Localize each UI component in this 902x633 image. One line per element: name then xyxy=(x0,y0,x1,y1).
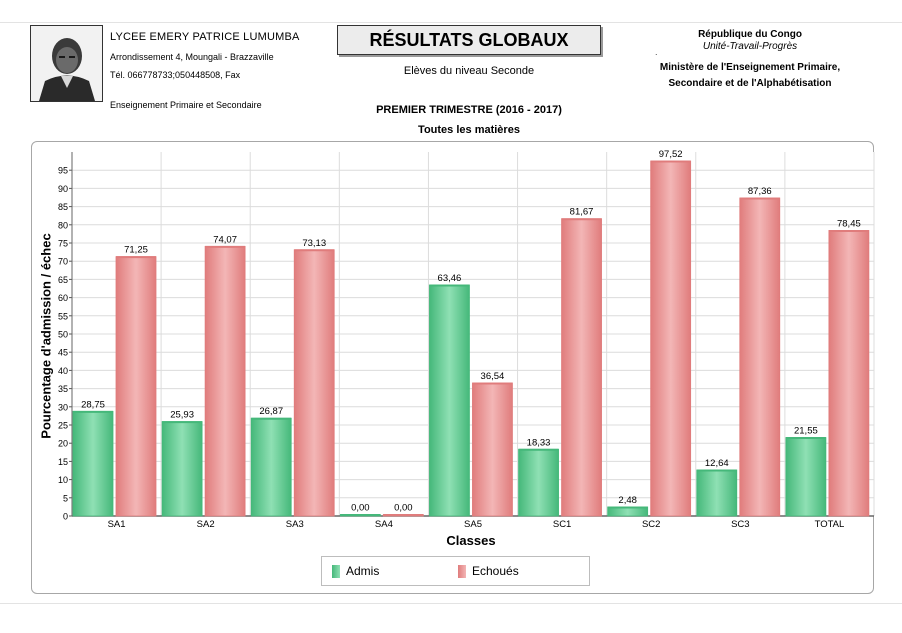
legend-label-admis: Admis xyxy=(346,564,380,578)
y-tick-label: 30 xyxy=(58,402,68,412)
y-tick-label: 10 xyxy=(58,475,68,485)
y-tick-label: 90 xyxy=(58,184,68,194)
data-label: 28,75 xyxy=(81,399,105,410)
bar-admis-sa1 xyxy=(72,410,114,517)
data-label: 12,64 xyxy=(705,458,729,469)
bar-admis-sa3 xyxy=(250,417,292,517)
x-tick-label-sc3: SC3 xyxy=(731,519,749,530)
lumumba-portrait xyxy=(30,25,103,102)
data-label: 36,54 xyxy=(481,371,505,382)
data-label: 0,00 xyxy=(351,503,370,514)
data-label: 74,07 xyxy=(213,234,237,245)
bar-admis-sa5 xyxy=(429,284,470,517)
y-tick-label: 65 xyxy=(58,275,68,285)
bar-echoues-sc3 xyxy=(739,197,781,517)
y-tick-label: 60 xyxy=(58,293,68,303)
chart-legend: Admis Echoués xyxy=(321,556,590,586)
bar-echoues-sa2 xyxy=(204,245,246,517)
data-label: 78,45 xyxy=(837,218,861,229)
y-tick-label: 20 xyxy=(58,439,68,449)
data-label: 2,48 xyxy=(618,495,637,506)
school-address: Arrondissement 4, Moungali - Brazzaville xyxy=(110,52,274,62)
data-label: 71,25 xyxy=(124,245,148,256)
y-tick-label: 55 xyxy=(58,311,68,321)
y-axis-title: Pourcentage d'admission / échec xyxy=(38,233,54,439)
level-label: Elèves du niveau Seconde xyxy=(403,65,535,77)
ministry-line-2: Secondaire et de l'Alphabétisation xyxy=(668,78,832,89)
x-axis-title: Classes xyxy=(446,533,496,548)
x-tick-label-sa1: SA1 xyxy=(108,519,126,530)
y-tick-label: 0 xyxy=(63,512,68,522)
data-label: 81,67 xyxy=(570,207,594,218)
legend-label-echoues: Echoués xyxy=(472,564,519,578)
data-label: 21,55 xyxy=(794,426,818,437)
x-tick-label-sa5: SA5 xyxy=(464,519,482,530)
page-title: RÉSULTATS GLOBAUX xyxy=(337,25,601,55)
bar-admis-sa2 xyxy=(161,421,203,517)
y-tick-label: 85 xyxy=(58,202,68,212)
data-label: 73,13 xyxy=(302,238,326,249)
y-tick-label: 80 xyxy=(58,220,68,230)
bar-echoues-total xyxy=(828,230,870,517)
x-tick-label-sa2: SA2 xyxy=(197,519,215,530)
bar-echoues-sa1 xyxy=(115,256,157,517)
y-tick-label: 70 xyxy=(58,257,68,267)
x-tick-label-total: TOTAL xyxy=(815,519,845,530)
portrait-image xyxy=(31,26,102,101)
x-tick-label-sc1: SC1 xyxy=(553,519,571,530)
data-label: 26,87 xyxy=(259,406,283,417)
bottom-divider xyxy=(0,603,902,604)
top-divider xyxy=(0,22,902,23)
y-tick-label: 95 xyxy=(58,166,68,176)
ministry-line-1: Ministère de l'Enseignement Primaire, xyxy=(659,62,841,73)
trimestre-label: PREMIER TRIMESTRE (2016 - 2017) xyxy=(376,104,562,116)
y-tick-label: 50 xyxy=(58,330,68,340)
x-tick-label-sc2: SC2 xyxy=(642,519,660,530)
y-tick-label: 35 xyxy=(58,384,68,394)
bar-admis-sc1 xyxy=(518,448,559,517)
data-label: 63,46 xyxy=(438,273,462,284)
data-label: 18,33 xyxy=(527,437,551,448)
y-tick-label: 25 xyxy=(58,421,68,431)
data-label: 0,00 xyxy=(394,503,413,514)
bar-echoues-sa5 xyxy=(472,382,513,517)
bar-echoues-sa3 xyxy=(293,249,335,517)
matieres-label: Toutes les matières xyxy=(418,124,520,136)
y-tick-label: 5 xyxy=(63,493,68,503)
legend-swatch-echoues xyxy=(458,565,466,578)
bar-echoues-sc2 xyxy=(650,160,692,517)
data-label: 97,52 xyxy=(659,149,683,160)
motto-label: Unité-Travail-Progrès xyxy=(702,41,798,52)
x-tick-label-sa4: SA4 xyxy=(375,519,393,530)
y-tick-label: 45 xyxy=(58,348,68,358)
school-education: Enseignement Primaire et Secondaire xyxy=(110,100,262,110)
bar-echoues-sc1 xyxy=(561,218,602,517)
legend-swatch-admis xyxy=(332,565,340,578)
data-label: 87,36 xyxy=(748,186,772,197)
school-phone: Tél. 066778733;050448508, Fax xyxy=(110,70,241,80)
bar-admis-sc3 xyxy=(696,469,738,517)
y-tick-label: 75 xyxy=(58,239,68,249)
school-name: LYCEE EMERY PATRICE LUMUMBA xyxy=(110,31,300,43)
y-tick-label: 40 xyxy=(58,366,68,376)
y-tick-label: 15 xyxy=(58,457,68,467)
bar-admis-total xyxy=(785,437,827,517)
republic-label: République du Congo xyxy=(698,29,802,40)
data-label: 25,93 xyxy=(170,410,194,421)
x-tick-label-sa3: SA3 xyxy=(286,519,304,530)
separator-dot: . xyxy=(655,47,658,57)
